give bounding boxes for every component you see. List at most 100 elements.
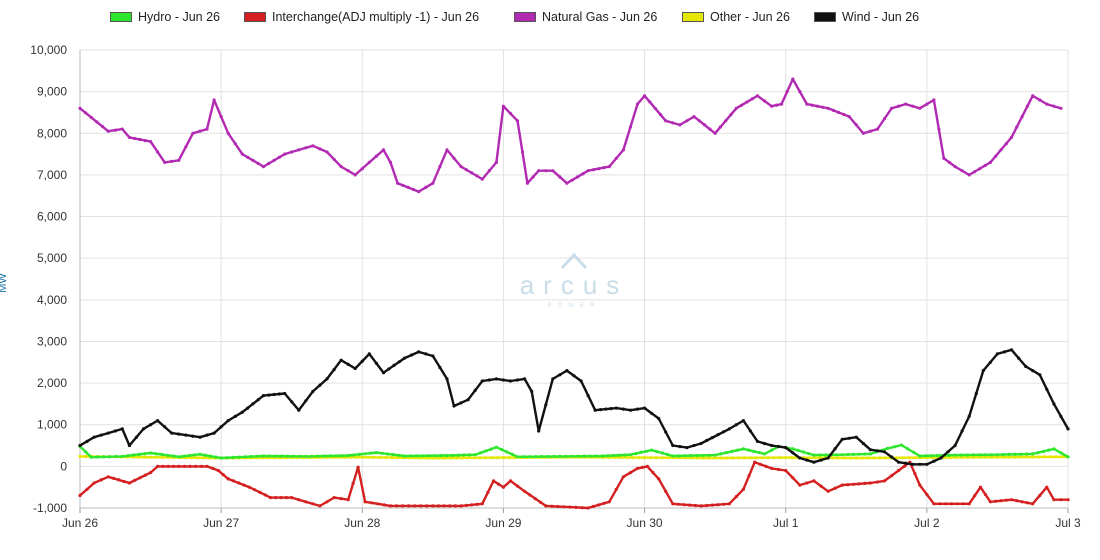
- data-point[interactable]: [267, 161, 271, 166]
- data-point[interactable]: [380, 451, 384, 455]
- data-point[interactable]: [631, 456, 635, 460]
- data-point[interactable]: [290, 150, 294, 154]
- data-point[interactable]: [494, 377, 498, 381]
- data-point[interactable]: [211, 466, 215, 470]
- data-point[interactable]: [785, 90, 789, 94]
- data-point[interactable]: [201, 456, 206, 460]
- data-point[interactable]: [360, 359, 364, 363]
- data-point[interactable]: [591, 168, 596, 172]
- data-point[interactable]: [707, 456, 711, 460]
- data-point[interactable]: [401, 504, 405, 508]
- data-point[interactable]: [1059, 414, 1063, 418]
- data-point[interactable]: [198, 452, 202, 456]
- data-point[interactable]: [221, 473, 225, 477]
- data-point[interactable]: [911, 462, 915, 466]
- data-point[interactable]: [255, 454, 259, 458]
- data-point[interactable]: [821, 105, 825, 109]
- data-point[interactable]: [953, 165, 957, 169]
- data-point[interactable]: [727, 427, 731, 431]
- data-point[interactable]: [454, 456, 458, 460]
- data-point[interactable]: [381, 148, 386, 152]
- data-point[interactable]: [332, 157, 336, 161]
- data-point[interactable]: [318, 383, 322, 387]
- data-point[interactable]: [406, 185, 410, 189]
- data-point[interactable]: [508, 379, 513, 383]
- data-point[interactable]: [1020, 500, 1024, 504]
- data-point[interactable]: [550, 504, 554, 508]
- data-point[interactable]: [396, 181, 400, 185]
- data-point[interactable]: [837, 110, 841, 115]
- data-point[interactable]: [177, 464, 181, 468]
- data-point[interactable]: [579, 379, 583, 383]
- data-point[interactable]: [747, 474, 751, 478]
- data-point[interactable]: [1052, 447, 1056, 451]
- data-point[interactable]: [177, 432, 181, 436]
- data-point[interactable]: [495, 456, 500, 460]
- data-point[interactable]: [978, 167, 982, 171]
- data-point[interactable]: [736, 448, 740, 452]
- data-point[interactable]: [198, 129, 202, 133]
- data-point[interactable]: [614, 156, 618, 160]
- data-point[interactable]: [778, 456, 782, 460]
- data-point[interactable]: [424, 352, 428, 356]
- data-point[interactable]: [346, 169, 350, 173]
- data-point[interactable]: [421, 454, 425, 458]
- data-point[interactable]: [190, 456, 194, 460]
- data-point[interactable]: [904, 461, 908, 465]
- data-point[interactable]: [628, 453, 633, 457]
- data-point[interactable]: [983, 163, 987, 168]
- data-point[interactable]: [367, 352, 371, 356]
- data-point[interactable]: [1059, 106, 1063, 110]
- data-point[interactable]: [840, 483, 844, 487]
- data-point[interactable]: [431, 456, 435, 460]
- data-point[interactable]: [194, 464, 198, 468]
- data-point[interactable]: [537, 169, 541, 173]
- data-point[interactable]: [807, 456, 811, 460]
- data-point[interactable]: [1019, 452, 1023, 456]
- data-point[interactable]: [762, 452, 767, 456]
- data-point[interactable]: [725, 456, 729, 460]
- data-point[interactable]: [156, 464, 160, 468]
- data-point[interactable]: [332, 368, 336, 372]
- data-point[interactable]: [875, 449, 880, 453]
- data-point[interactable]: [619, 455, 623, 460]
- data-point[interactable]: [286, 454, 290, 458]
- data-point[interactable]: [890, 106, 894, 110]
- data-point[interactable]: [113, 429, 117, 433]
- data-point[interactable]: [396, 456, 400, 460]
- data-point[interactable]: [1020, 115, 1024, 119]
- data-point[interactable]: [261, 454, 266, 458]
- data-point[interactable]: [978, 455, 982, 459]
- data-point[interactable]: [374, 154, 378, 158]
- data-point[interactable]: [480, 502, 484, 506]
- data-point[interactable]: [628, 471, 633, 475]
- data-point[interactable]: [586, 394, 590, 398]
- data-point[interactable]: [357, 452, 362, 456]
- data-point[interactable]: [214, 455, 218, 459]
- data-point[interactable]: [290, 496, 294, 500]
- data-point[interactable]: [695, 453, 699, 458]
- data-point[interactable]: [84, 450, 88, 454]
- data-point[interactable]: [692, 115, 696, 119]
- data-point[interactable]: [205, 433, 209, 437]
- data-point[interactable]: [994, 499, 998, 503]
- data-point[interactable]: [897, 104, 901, 108]
- data-point[interactable]: [448, 504, 452, 508]
- data-point[interactable]: [758, 462, 762, 466]
- data-point[interactable]: [137, 455, 141, 459]
- data-point[interactable]: [84, 454, 88, 458]
- data-point[interactable]: [166, 464, 170, 468]
- data-point[interactable]: [249, 454, 253, 459]
- data-point[interactable]: [378, 455, 382, 459]
- data-point[interactable]: [791, 447, 795, 451]
- data-point[interactable]: [258, 490, 262, 494]
- data-point[interactable]: [515, 378, 520, 382]
- data-point[interactable]: [382, 503, 386, 507]
- data-point[interactable]: [387, 367, 391, 371]
- data-point[interactable]: [932, 502, 936, 506]
- data-point[interactable]: [678, 445, 682, 449]
- data-point[interactable]: [473, 388, 477, 392]
- data-point[interactable]: [861, 131, 865, 135]
- data-point[interactable]: [846, 483, 850, 487]
- data-point[interactable]: [995, 352, 1000, 356]
